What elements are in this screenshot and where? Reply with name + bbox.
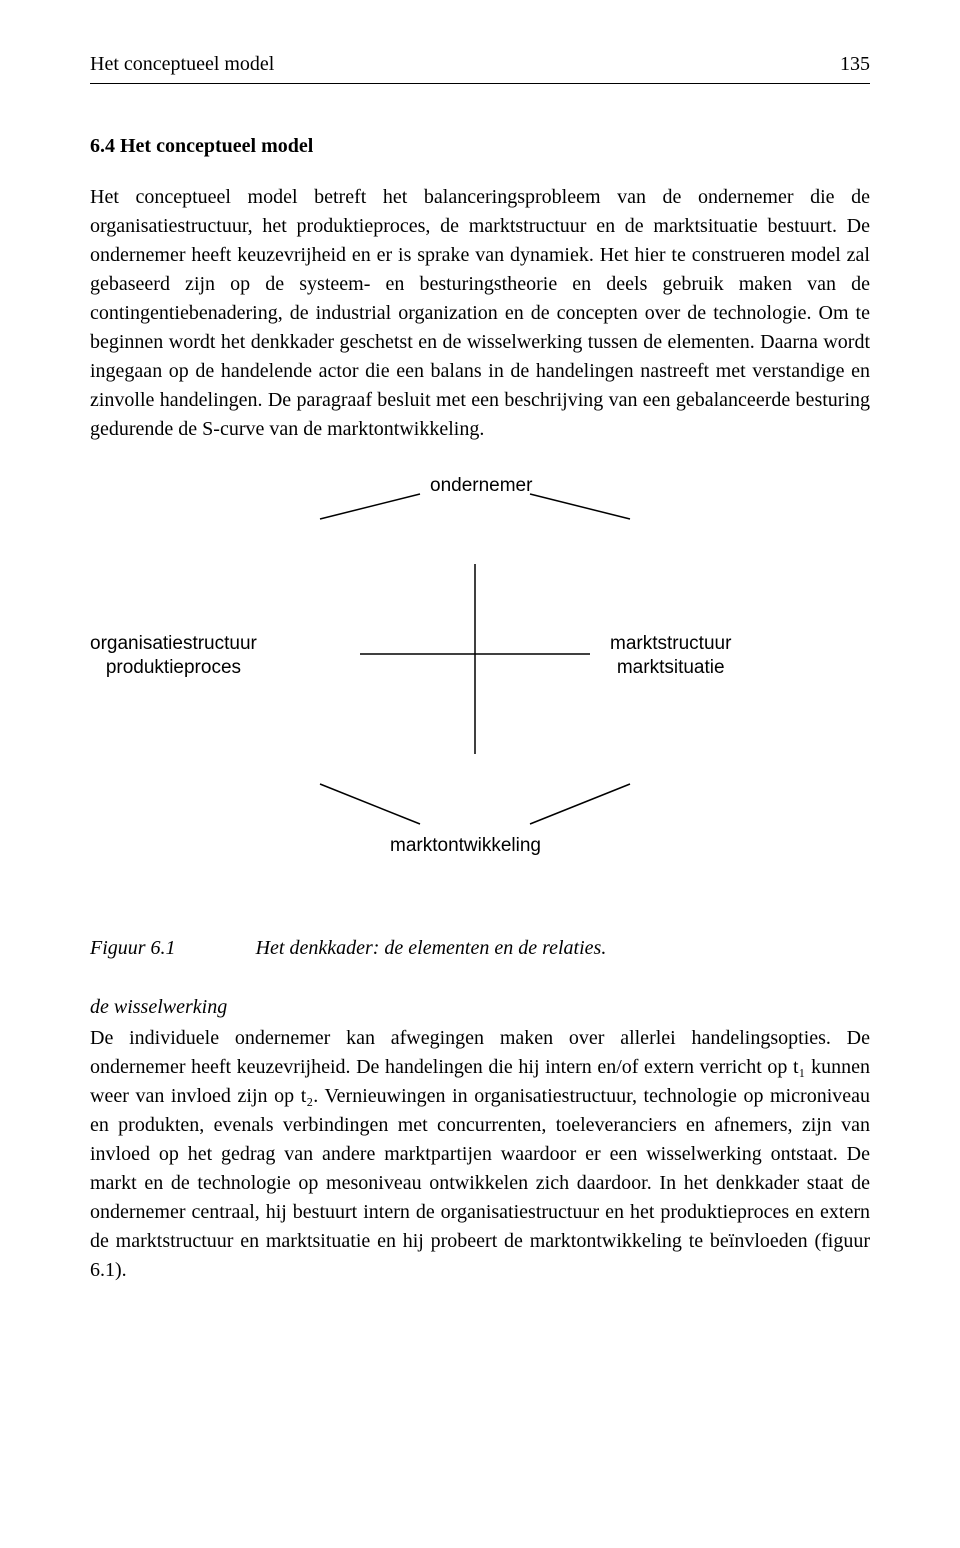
concept-diagram: ondernemer organisatiestructuur produkti…	[90, 474, 870, 894]
figure-caption-text: Het denkkader: de elementen en de relati…	[256, 934, 607, 963]
diagram-label-top: ondernemer	[430, 474, 532, 498]
page-number: 135	[840, 50, 870, 79]
diagram-label-bottom: marktontwikkeling	[390, 834, 541, 858]
section-heading: 6.4 Het conceptueel model	[90, 132, 870, 161]
diagram-lines	[90, 474, 870, 894]
subsection-paragraph: De individuele ondernemer kan afwegingen…	[90, 1024, 870, 1285]
running-title: Het conceptueel model	[90, 50, 274, 79]
section-paragraph: Het conceptueel model betreft het balanc…	[90, 183, 870, 444]
diagram-label-right: marktstructuur marktsituatie	[610, 632, 731, 680]
subsection-heading: de wisselwerking	[90, 993, 870, 1022]
diagram-label-left: organisatiestructuur produktieproces	[90, 632, 257, 680]
running-header: Het conceptueel model 135	[90, 50, 870, 84]
figure-caption: Figuur 6.1 Het denkkader: de elementen e…	[90, 934, 870, 963]
figure-number: Figuur 6.1	[90, 934, 176, 963]
